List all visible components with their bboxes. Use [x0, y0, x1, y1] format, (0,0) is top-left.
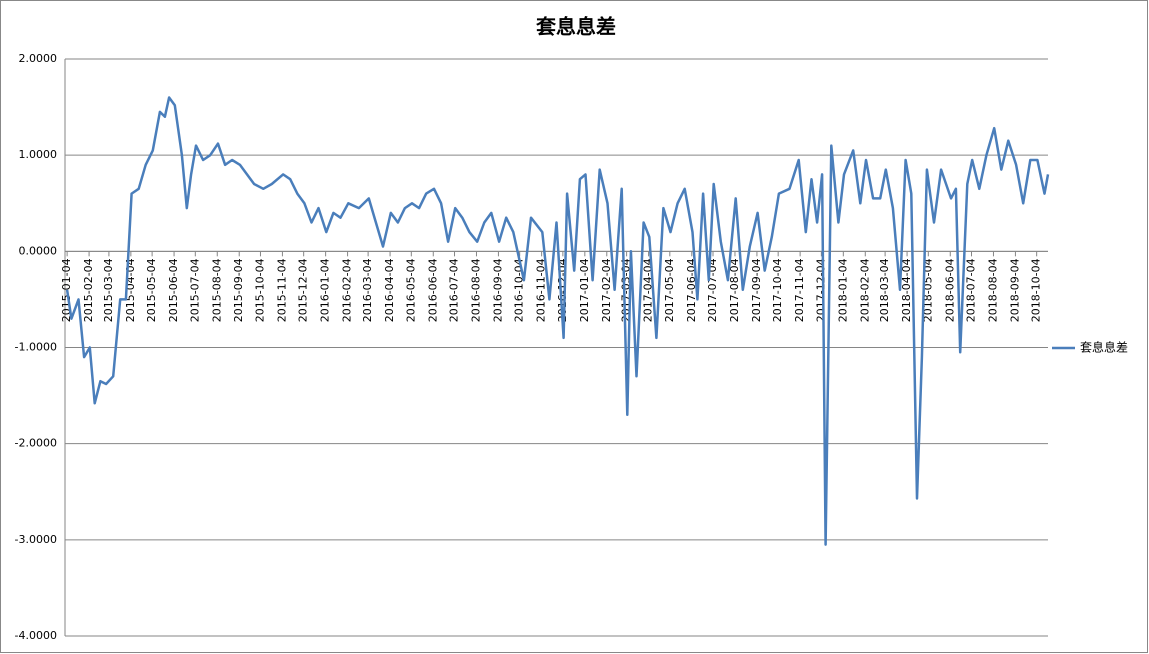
- x-tick-label: 2015-10-04: [253, 258, 266, 322]
- x-tick-label: 2017-01-04: [578, 258, 591, 322]
- x-tick-label: 2015-03-04: [102, 258, 115, 322]
- x-tick-label: 2016-11-04: [535, 258, 548, 322]
- x-tick-label: 2015-02-04: [82, 258, 95, 322]
- x-tick-label: 2017-11-04: [793, 258, 806, 322]
- x-tick-label: 2017-09-04: [750, 258, 763, 322]
- x-tick-label: 2015-12-04: [297, 258, 310, 322]
- x-tick-label: 2015-08-04: [210, 258, 223, 322]
- x-tick-label: 2015-06-04: [167, 258, 180, 322]
- y-tick-label: -2.0000: [15, 437, 57, 450]
- x-tick-label: 2015-05-04: [145, 258, 158, 322]
- legend-label: 套息息差: [1080, 340, 1128, 355]
- x-tick-label: 2016-10-04: [513, 258, 526, 322]
- y-tick-label: -1.0000: [15, 341, 57, 354]
- x-tick-label: 2018-08-04: [986, 258, 999, 322]
- x-tick-label: 2017-05-04: [663, 258, 676, 322]
- x-tick-label: 2015-11-04: [275, 258, 288, 322]
- data-line: [65, 96, 1050, 546]
- x-tick-label: 2017-10-04: [771, 258, 784, 322]
- x-tick-label: 2018-07-04: [965, 258, 978, 322]
- x-tick-label: 2015-09-04: [232, 258, 245, 322]
- x-tick-label: 2016-06-04: [426, 258, 439, 322]
- x-tick-label: 2016-07-04: [448, 258, 461, 322]
- x-tick-label: 2018-04-04: [900, 258, 913, 322]
- chart-title: 套息息差: [536, 15, 616, 39]
- y-tick-label: 1.0000: [19, 148, 58, 161]
- y-tick-label: 0.0000: [19, 244, 58, 257]
- x-tick-label: 2018-01-04: [836, 258, 849, 322]
- y-tick-label: 2.0000: [19, 52, 58, 65]
- x-tick-label: 2016-05-04: [404, 258, 417, 322]
- x-tick-label: 2018-06-04: [943, 258, 956, 322]
- x-tick-label: 2016-08-04: [469, 258, 482, 322]
- x-tick-label: 2016-02-04: [341, 258, 354, 322]
- x-tick-label: 2018-03-04: [878, 258, 891, 322]
- x-tick-label: 2017-02-04: [600, 258, 613, 322]
- x-tick-label: 2017-12-04: [814, 258, 827, 322]
- x-tick-label: 2016-09-04: [491, 258, 504, 322]
- x-tick-label: 2016-01-04: [319, 258, 332, 322]
- y-tick-label: -4.0000: [15, 629, 57, 642]
- x-tick-label: 2018-10-04: [1030, 258, 1043, 322]
- x-tick-label: 2016-04-04: [383, 258, 396, 322]
- x-tick-label: 2018-02-04: [858, 258, 871, 322]
- x-tick-label: 2015-07-04: [188, 258, 201, 322]
- y-tick-label: -3.0000: [15, 533, 57, 546]
- x-tick-label: 2017-08-04: [728, 258, 741, 322]
- x-tick-label: 2018-09-04: [1008, 258, 1021, 322]
- x-tick-label: 2016-03-04: [361, 258, 374, 322]
